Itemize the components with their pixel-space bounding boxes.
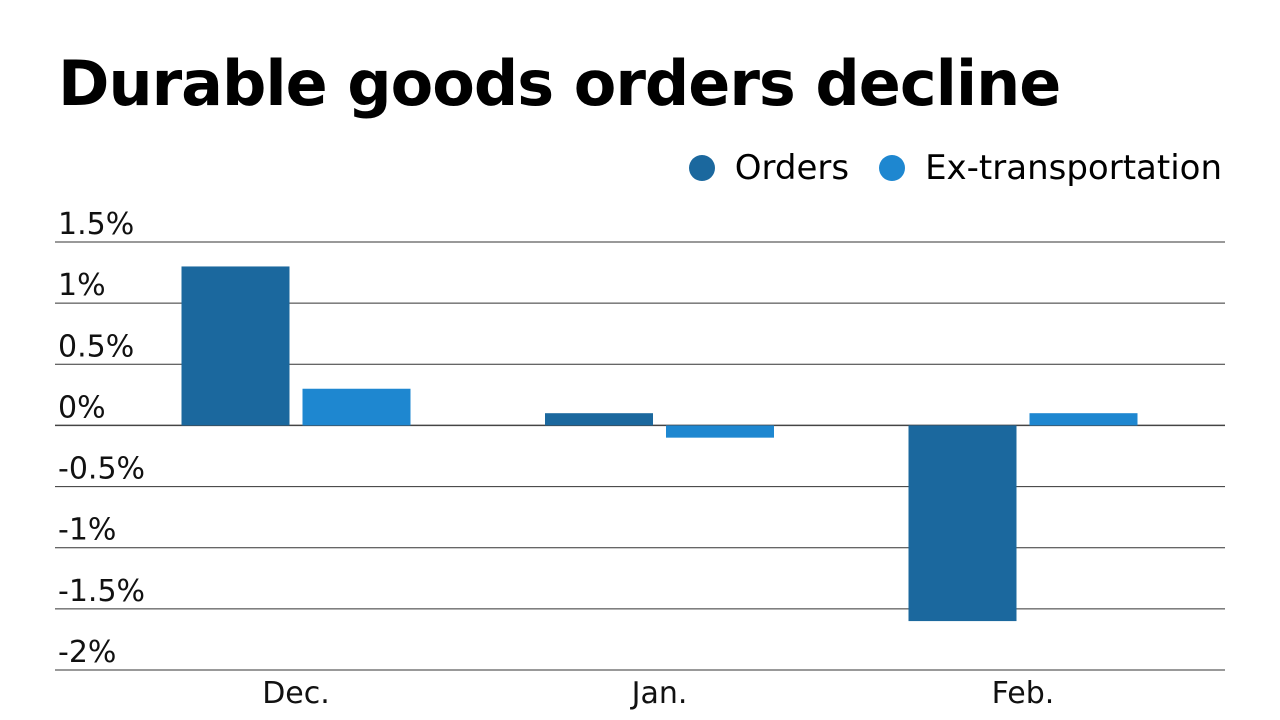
legend-dot-ex-transportation <box>879 155 906 181</box>
bar-orders-dec <box>181 266 290 426</box>
legend-dot-orders <box>688 155 715 181</box>
x-tick-label: Jan. <box>630 676 688 711</box>
bar-orders-jan <box>545 413 653 426</box>
legend-item-ex-transportation: Ex-transportation <box>879 148 1222 188</box>
y-tick-label: -2% <box>58 635 116 670</box>
legend-item-orders: Orders <box>688 148 850 188</box>
bar-ex-transportation-feb <box>1029 413 1138 426</box>
y-tick-label: -0.5% <box>58 452 145 487</box>
x-tick-label: Feb. <box>992 676 1055 711</box>
legend-label-ex-transportation: Ex-transportation <box>925 148 1222 188</box>
y-tick-label: 1% <box>58 268 106 303</box>
chart-title: Durable goods orders decline <box>58 47 1061 120</box>
y-tick-label: -1.5% <box>58 574 145 609</box>
bar-ex-transportation-dec <box>302 388 411 426</box>
y-tick-label: 0.5% <box>58 329 134 364</box>
y-tick-label: 1.5% <box>58 207 134 242</box>
bar-ex-transportation-jan <box>666 425 774 438</box>
legend-label-orders: Orders <box>734 148 850 188</box>
x-tick-label: Dec. <box>262 676 330 711</box>
legend: Orders Ex-transportation <box>659 148 1222 188</box>
y-tick-label: -1% <box>58 513 116 548</box>
bar-orders-feb <box>908 425 1017 622</box>
y-tick-label: 0% <box>58 390 106 425</box>
